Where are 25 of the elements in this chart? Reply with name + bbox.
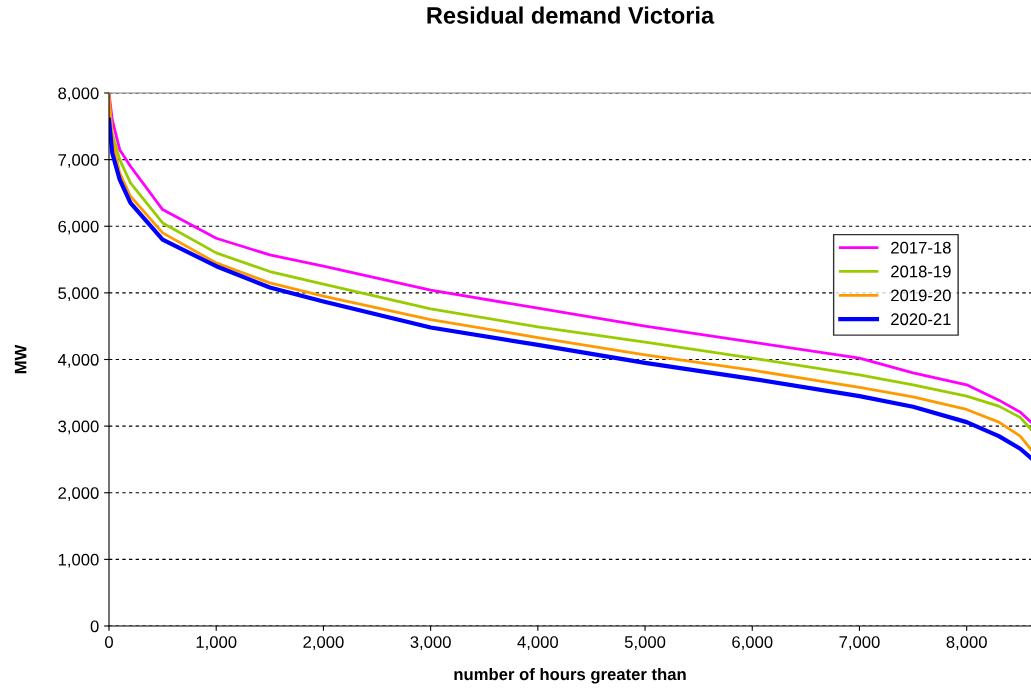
x-tick-label: 0 bbox=[105, 636, 113, 648]
x-tick-label: 1,000 bbox=[196, 636, 237, 650]
y-tick-label: 7,000 bbox=[58, 154, 99, 168]
y-axis-title: MW bbox=[14, 344, 27, 374]
chart-title: Residual demand Victoria bbox=[427, 6, 715, 24]
y-tick-label: 6,000 bbox=[58, 220, 99, 235]
y-tick-label: 1,000 bbox=[58, 553, 99, 568]
legend-label: 2018-19 bbox=[891, 265, 951, 278]
y-tick-label: 4,000 bbox=[57, 353, 99, 368]
x-tick-label: 4,000 bbox=[517, 636, 559, 650]
y-tick-label: 5,000 bbox=[58, 287, 99, 302]
y-tick-label: 3,000 bbox=[58, 420, 99, 435]
x-tick-label: 6,000 bbox=[732, 636, 773, 650]
x-tick-label: 8,000 bbox=[946, 636, 987, 650]
y-tick-label: 8,000 bbox=[58, 87, 99, 102]
x-tick-label: 7,000 bbox=[839, 636, 880, 650]
x-tick-label: 5,000 bbox=[624, 636, 666, 650]
y-tick-label: 0 bbox=[90, 620, 99, 633]
x-axis-title: number of hours greater than bbox=[454, 667, 686, 684]
x-tick-label: 2,000 bbox=[303, 636, 344, 650]
legend-label: 2017-18 bbox=[891, 241, 951, 254]
legend-label: 2020-21 bbox=[891, 313, 951, 326]
legend-label: 2019-20 bbox=[891, 289, 951, 302]
x-tick-label: 3,000 bbox=[410, 636, 451, 650]
y-tick-label: 2,000 bbox=[58, 487, 99, 501]
